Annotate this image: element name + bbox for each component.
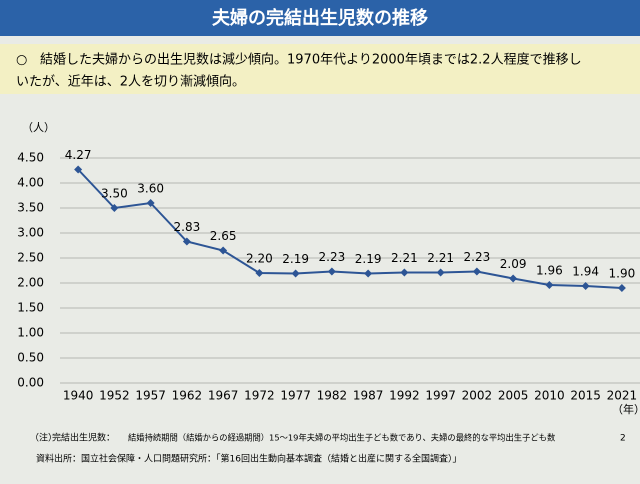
data-point <box>509 274 518 283</box>
summary-line: いたが、近年は、2人を切り漸減傾向。 <box>16 74 245 90</box>
data-label: 2.19 <box>282 252 309 266</box>
data-label: 3.60 <box>137 182 164 196</box>
x-tick-label: 1987 <box>353 389 384 403</box>
bullet: ○ <box>16 53 27 68</box>
note-text: 結婚持続期間（結婚からの経過期間）15～19年夫婦の平均出生子ども数であり、夫婦… <box>128 433 556 443</box>
y-tick-label: 2.50 <box>17 251 44 265</box>
data-point <box>581 282 590 290</box>
data-point <box>472 267 481 276</box>
data-label: 2.23 <box>319 250 346 264</box>
data-label: 3.50 <box>101 187 128 201</box>
y-tick-label: 1.00 <box>17 326 44 340</box>
y-axis-label: （人） <box>22 121 55 134</box>
y-tick-label: 3.00 <box>17 226 44 240</box>
x-tick-label: 1967 <box>208 389 239 403</box>
data-line <box>77 168 622 289</box>
data-point <box>327 267 336 276</box>
data-label: 2.21 <box>427 251 454 265</box>
data-point <box>291 269 300 278</box>
data-label: 2.09 <box>500 257 527 271</box>
x-axis-label: （年） <box>612 402 640 416</box>
x-tick-label: 1952 <box>99 389 130 403</box>
data-label: 2.83 <box>174 220 201 234</box>
x-tick-label: 2005 <box>498 389 529 403</box>
data-label: 2.20 <box>246 252 273 266</box>
data-label: 1.94 <box>572 265 599 279</box>
page-number: 2 <box>620 434 626 444</box>
data-point <box>400 268 409 277</box>
x-tick-label: 1957 <box>135 389 166 403</box>
y-tick-label: 0.00 <box>17 376 44 390</box>
data-label: 2.19 <box>355 252 382 266</box>
data-point <box>219 246 228 255</box>
chart-title: 夫婦の完結出生児数の推移 <box>212 7 428 29</box>
summary-line: 結婚した夫婦からの出生児数は減少傾向。1970年代より2000年頃までは2.2人… <box>40 52 582 68</box>
data-label: 4.27 <box>65 148 92 162</box>
x-tick-label: 1982 <box>317 389 348 403</box>
data-point <box>146 199 155 207</box>
data-label: 2.23 <box>464 250 491 264</box>
x-tick-label: 1962 <box>172 389 203 403</box>
x-tick-label: 2010 <box>534 389 565 403</box>
x-tick-label: 2002 <box>462 389 493 403</box>
x-tick-label: 1992 <box>389 389 420 403</box>
data-label: 1.90 <box>609 267 636 281</box>
data-point <box>255 269 264 277</box>
summary-box <box>0 44 640 94</box>
x-tick-label: 2021 <box>607 389 638 403</box>
data-point <box>110 204 119 212</box>
data-point <box>364 269 373 278</box>
x-tick-label: 1977 <box>280 389 311 403</box>
data-point <box>617 284 626 292</box>
y-tick-label: 1.50 <box>17 301 44 315</box>
x-tick-label: 1997 <box>425 389 456 403</box>
y-tick-label: 3.50 <box>17 201 44 215</box>
note-term: 完結出生児数： <box>52 432 115 444</box>
data-point <box>182 237 191 246</box>
note-label: （注） <box>30 432 57 444</box>
source: 資料出所：国立社会保障・人口問題研究所：「第16回出生動向基本調査（結婚と出産に… <box>36 453 461 465</box>
x-tick-label: 1972 <box>244 389 275 403</box>
title-bar <box>0 0 640 36</box>
y-tick-label: 0.50 <box>17 351 44 365</box>
data-point <box>545 281 554 289</box>
data-point <box>436 268 445 277</box>
data-label: 2.65 <box>210 229 237 243</box>
y-tick-label: 2.00 <box>17 276 44 290</box>
y-tick-label: 4.50 <box>17 151 44 165</box>
x-tick-label: 1940 <box>63 389 94 403</box>
data-label: 1.96 <box>536 264 563 278</box>
data-point <box>74 165 83 174</box>
x-tick-label: 2015 <box>570 389 601 403</box>
y-tick-label: 4.00 <box>17 176 44 190</box>
data-label: 2.21 <box>391 251 418 265</box>
